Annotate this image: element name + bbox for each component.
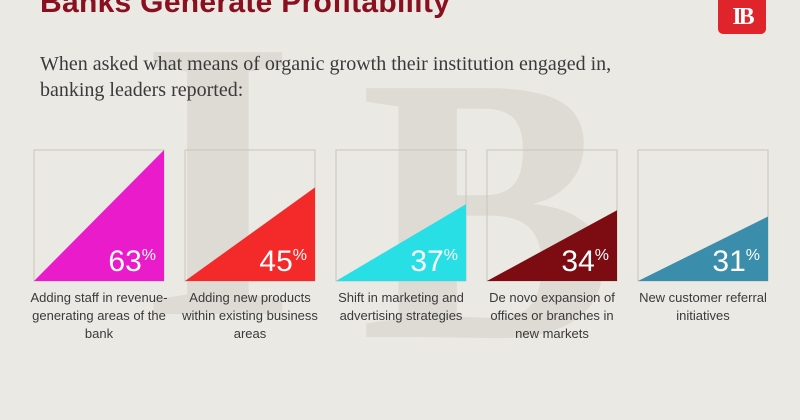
value-label: 45% [259,245,307,278]
category-label: Adding staff in revenue-generating areas… [30,290,168,341]
bar-triangle [487,210,617,281]
value-number: 34 [561,245,594,278]
value-label: 31% [712,245,760,278]
bar-triangle [34,150,164,281]
percent-sign: % [746,247,760,264]
value-label: 34% [561,245,609,278]
category-label: De novo expansion of offices or branches… [489,290,615,341]
value-number: 31 [712,245,745,278]
page-title: Banks Generate Profitability [40,0,451,19]
percent-sign: % [444,247,458,264]
category-label: New customer referral initiatives [639,290,767,323]
bar-triangle [638,216,768,281]
value-label: 63% [108,245,156,278]
value-label: 37% [410,245,458,278]
category-label: Shift in marketing and advertising strat… [338,290,464,323]
intro-text: When asked what means of organic growth … [40,53,612,101]
percent-sign: % [293,247,307,264]
chart-area: 63% 45% 37% 34% 31% [33,149,769,282]
value-number: 45 [259,245,292,278]
bar-triangle [185,187,315,281]
bar-triangle [336,204,466,281]
value-number: 37 [410,245,443,278]
brand-logo: IB [718,0,766,34]
percent-sign: % [595,247,609,264]
category-label: Adding new products within existing busi… [182,290,318,341]
value-number: 63 [108,245,141,278]
percent-sign: % [142,247,156,264]
